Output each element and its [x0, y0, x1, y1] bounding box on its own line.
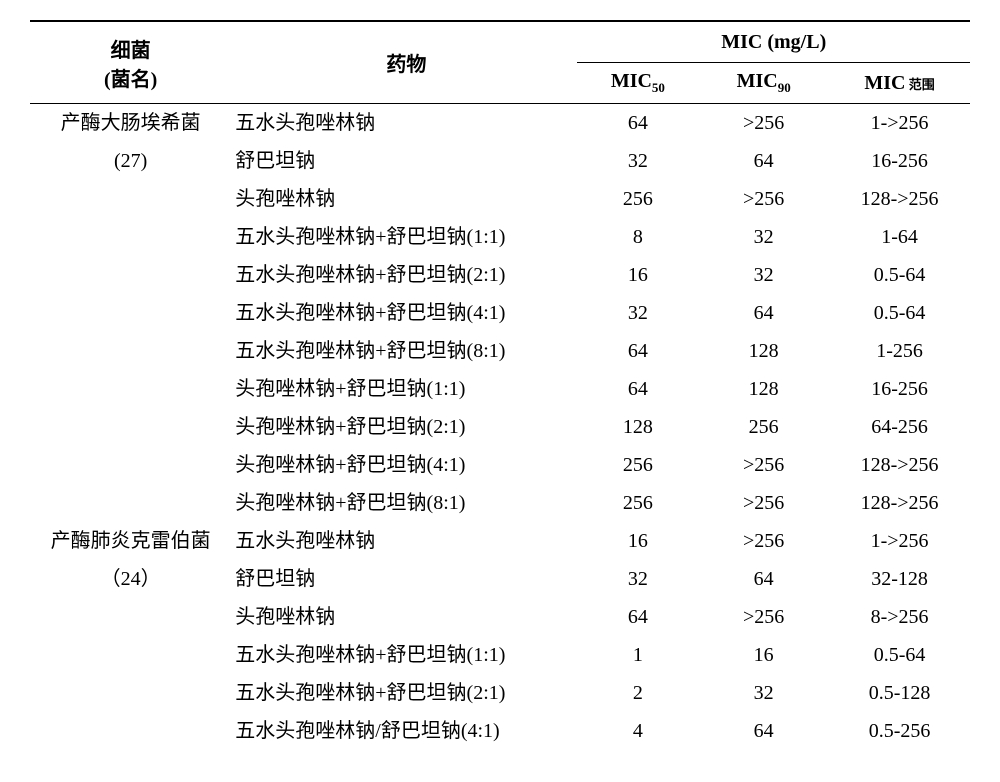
micrange-cell: 0.5-128 [829, 674, 970, 712]
micrange-cell: 0.5-64 [829, 294, 970, 332]
table-row: 五水头孢唑林钠+舒巴坦钠(8:1) 64 128 1-256 [30, 332, 970, 370]
th-bacteria: 细菌 (菌名) [30, 21, 231, 104]
mic50-cell: 32 [577, 294, 698, 332]
mic90-cell: 16 [698, 636, 829, 674]
mic90-cell: >256 [698, 598, 829, 636]
micrange-cell: 1-256 [829, 332, 970, 370]
table-row: 五水头孢唑林钠+舒巴坦钠(1:1) 8 32 1-64 [30, 218, 970, 256]
drug-cell: 五水头孢唑林钠+舒巴坦钠(2:1) [231, 256, 577, 294]
th-micrange: MIC 范围 [829, 63, 970, 104]
mic50-cell: 64 [577, 332, 698, 370]
mic50-cell: 16 [577, 256, 698, 294]
micrange-cell: 1-64 [829, 218, 970, 256]
table-row: 产酶肺炎克雷伯菌 五水头孢唑林钠 16 >256 1->256 [30, 522, 970, 560]
micrange-cell: 8->256 [829, 598, 970, 636]
micrange-cell: 128->256 [829, 180, 970, 218]
mic50-cell: 256 [577, 484, 698, 522]
mic90-cell: 64 [698, 560, 829, 598]
mic50-cell: 1 [577, 636, 698, 674]
th-bacteria-line2: (菌名) [104, 69, 157, 91]
table-row: 五水头孢唑林钠+舒巴坦钠(1:1) 1 16 0.5-64 [30, 636, 970, 674]
micrange-cell: 16-256 [829, 370, 970, 408]
micrange-cell: 32-128 [829, 560, 970, 598]
mic50-cell: 256 [577, 446, 698, 484]
th-bacteria-line1: 细菌 [111, 40, 151, 62]
drug-cell: 五水头孢唑林钠+舒巴坦钠(1:1) [231, 218, 577, 256]
mic50-cell: 32 [577, 560, 698, 598]
th-drug: 药物 [231, 21, 577, 104]
drug-cell: 头孢唑林钠+舒巴坦钠(8:1) [231, 484, 577, 522]
micrange-cell: 1->256 [829, 104, 970, 143]
drug-cell: 舒巴坦钠 [231, 142, 577, 180]
bacteria-cell: （24） [30, 560, 231, 598]
mic50-cell: 2 [577, 674, 698, 712]
table-row: 头孢唑林钠+舒巴坦钠(1:1) 64 128 16-256 [30, 370, 970, 408]
mic90-cell: >256 [698, 522, 829, 560]
drug-cell: 五水头孢唑林钠 [231, 522, 577, 560]
table-row: （24） 舒巴坦钠 32 64 32-128 [30, 560, 970, 598]
mic50-cell: 32 [577, 142, 698, 180]
mic90-cell: 32 [698, 674, 829, 712]
drug-cell: 五水头孢唑林钠+舒巴坦钠(2:1) [231, 674, 577, 712]
mic-table: 细菌 (菌名) 药物 MIC (mg/L) MIC50 MIC90 MIC 范围… [30, 20, 970, 750]
table-row: 五水头孢唑林钠+舒巴坦钠(2:1) 16 32 0.5-64 [30, 256, 970, 294]
table-row: 头孢唑林钠 64 >256 8->256 [30, 598, 970, 636]
mic90-cell: 64 [698, 294, 829, 332]
table-row: (27) 舒巴坦钠 32 64 16-256 [30, 142, 970, 180]
mic90-cell: 64 [698, 142, 829, 180]
mic50-cell: 4 [577, 712, 698, 750]
th-mic50: MIC50 [577, 63, 698, 104]
micrange-cell: 128->256 [829, 484, 970, 522]
th-mic-group: MIC (mg/L) [577, 21, 970, 63]
drug-cell: 头孢唑林钠+舒巴坦钠(1:1) [231, 370, 577, 408]
mic50-cell: 64 [577, 370, 698, 408]
mic90-cell: 128 [698, 332, 829, 370]
mic90-cell: 64 [698, 712, 829, 750]
micrange-cell: 128->256 [829, 446, 970, 484]
mic90-cell: 128 [698, 370, 829, 408]
table-row: 头孢唑林钠+舒巴坦钠(4:1) 256 >256 128->256 [30, 446, 970, 484]
bacteria-cell: (27) [30, 142, 231, 180]
micrange-cell: 16-256 [829, 142, 970, 180]
table-row: 产酶大肠埃希菌 五水头孢唑林钠 64 >256 1->256 [30, 104, 970, 143]
drug-cell: 五水头孢唑林钠+舒巴坦钠(1:1) [231, 636, 577, 674]
table-row: 头孢唑林钠+舒巴坦钠(8:1) 256 >256 128->256 [30, 484, 970, 522]
bacteria-cell: 产酶肺炎克雷伯菌 [30, 522, 231, 560]
bacteria-cell: 产酶大肠埃希菌 [30, 104, 231, 143]
drug-cell: 头孢唑林钠 [231, 598, 577, 636]
table-row: 头孢唑林钠+舒巴坦钠(2:1) 128 256 64-256 [30, 408, 970, 446]
mic50-cell: 16 [577, 522, 698, 560]
mic90-cell: >256 [698, 446, 829, 484]
micrange-cell: 0.5-256 [829, 712, 970, 750]
mic50-cell: 256 [577, 180, 698, 218]
drug-cell: 五水头孢唑林钠/舒巴坦钠(4:1) [231, 712, 577, 750]
drug-cell: 头孢唑林钠 [231, 180, 577, 218]
micrange-cell: 64-256 [829, 408, 970, 446]
mic50-cell: 64 [577, 104, 698, 143]
table-row: 五水头孢唑林钠+舒巴坦钠(4:1) 32 64 0.5-64 [30, 294, 970, 332]
drug-cell: 舒巴坦钠 [231, 560, 577, 598]
mic90-cell: >256 [698, 484, 829, 522]
drug-cell: 五水头孢唑林钠+舒巴坦钠(8:1) [231, 332, 577, 370]
drug-cell: 头孢唑林钠+舒巴坦钠(4:1) [231, 446, 577, 484]
table-row: 头孢唑林钠 256 >256 128->256 [30, 180, 970, 218]
mic90-cell: >256 [698, 180, 829, 218]
mic90-cell: 32 [698, 218, 829, 256]
mic90-cell: >256 [698, 104, 829, 143]
drug-cell: 五水头孢唑林钠 [231, 104, 577, 143]
table-row: 五水头孢唑林钠+舒巴坦钠(2:1) 2 32 0.5-128 [30, 674, 970, 712]
th-mic90: MIC90 [698, 63, 829, 104]
drug-cell: 五水头孢唑林钠+舒巴坦钠(4:1) [231, 294, 577, 332]
mic50-cell: 128 [577, 408, 698, 446]
micrange-cell: 1->256 [829, 522, 970, 560]
mic50-cell: 64 [577, 598, 698, 636]
drug-cell: 头孢唑林钠+舒巴坦钠(2:1) [231, 408, 577, 446]
mic50-cell: 8 [577, 218, 698, 256]
table-row: 五水头孢唑林钠/舒巴坦钠(4:1) 4 64 0.5-256 [30, 712, 970, 750]
micrange-cell: 0.5-64 [829, 636, 970, 674]
micrange-cell: 0.5-64 [829, 256, 970, 294]
mic90-cell: 256 [698, 408, 829, 446]
mic90-cell: 32 [698, 256, 829, 294]
